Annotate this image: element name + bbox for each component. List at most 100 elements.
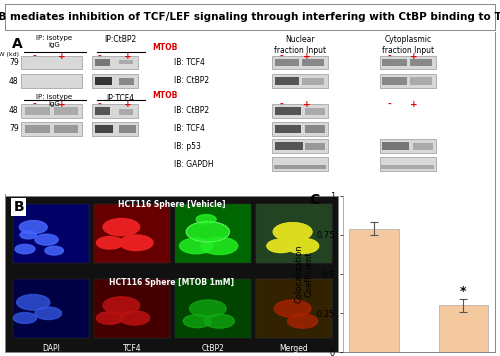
FancyBboxPatch shape: [306, 125, 325, 133]
Text: MW (kd): MW (kd): [0, 52, 18, 57]
Text: -: -: [280, 100, 283, 109]
Text: HCT116 Sphere [MTOB 1mM]: HCT116 Sphere [MTOB 1mM]: [109, 278, 234, 287]
Text: -: -: [98, 52, 102, 61]
Text: B: B: [14, 200, 24, 214]
FancyBboxPatch shape: [92, 56, 138, 69]
FancyBboxPatch shape: [380, 74, 436, 88]
Text: +: +: [124, 100, 132, 109]
Circle shape: [267, 239, 295, 252]
Circle shape: [201, 237, 238, 255]
Text: +: +: [410, 100, 418, 109]
FancyBboxPatch shape: [175, 279, 250, 338]
FancyBboxPatch shape: [302, 78, 324, 85]
Text: -: -: [32, 52, 36, 61]
Circle shape: [196, 215, 216, 224]
FancyBboxPatch shape: [272, 122, 328, 136]
Text: -: -: [388, 52, 392, 61]
FancyBboxPatch shape: [21, 74, 82, 88]
Text: IB: GAPDH: IB: GAPDH: [174, 159, 214, 168]
FancyBboxPatch shape: [410, 77, 432, 85]
FancyBboxPatch shape: [274, 142, 303, 150]
Text: 79: 79: [9, 58, 18, 67]
FancyBboxPatch shape: [118, 109, 134, 115]
FancyBboxPatch shape: [272, 56, 328, 69]
FancyBboxPatch shape: [382, 77, 407, 85]
Circle shape: [16, 294, 50, 310]
FancyBboxPatch shape: [92, 74, 138, 88]
FancyBboxPatch shape: [380, 56, 436, 69]
Circle shape: [96, 312, 123, 324]
FancyBboxPatch shape: [54, 125, 78, 133]
FancyBboxPatch shape: [118, 125, 136, 133]
FancyBboxPatch shape: [175, 204, 250, 263]
FancyBboxPatch shape: [21, 104, 82, 118]
FancyBboxPatch shape: [274, 165, 326, 169]
Circle shape: [14, 313, 36, 324]
Text: Nuclear
fraction Input: Nuclear fraction Input: [274, 35, 326, 55]
Text: IB: CtBP2: IB: CtBP2: [174, 106, 209, 115]
Text: IB: p53: IB: p53: [174, 142, 201, 151]
FancyBboxPatch shape: [94, 204, 170, 263]
Text: *: *: [460, 284, 466, 298]
Text: +: +: [302, 100, 310, 109]
Text: TCF4: TCF4: [122, 344, 142, 353]
Y-axis label: Colocalization
Coefficient: Colocalization Coefficient: [294, 245, 314, 303]
FancyBboxPatch shape: [274, 59, 299, 66]
Circle shape: [288, 314, 318, 328]
FancyBboxPatch shape: [14, 279, 89, 338]
Text: -: -: [98, 100, 102, 109]
Text: IP: isotype
IgG: IP: isotype IgG: [36, 94, 72, 108]
FancyBboxPatch shape: [274, 125, 301, 133]
Circle shape: [35, 307, 62, 320]
FancyBboxPatch shape: [382, 142, 409, 150]
FancyBboxPatch shape: [256, 204, 332, 263]
Circle shape: [204, 314, 234, 328]
Text: IP:TCF4: IP:TCF4: [106, 94, 134, 103]
Text: IP:CtBP2: IP:CtBP2: [104, 35, 136, 44]
Text: MTOB: MTOB: [152, 43, 178, 52]
FancyBboxPatch shape: [410, 59, 432, 66]
Text: Cytoplasmic
fraction Input: Cytoplasmic fraction Input: [382, 35, 434, 55]
Bar: [350, 229, 399, 352]
FancyBboxPatch shape: [21, 56, 82, 69]
FancyBboxPatch shape: [382, 165, 434, 169]
Circle shape: [274, 223, 312, 241]
Text: Merged: Merged: [279, 344, 308, 353]
FancyBboxPatch shape: [256, 279, 332, 338]
FancyBboxPatch shape: [302, 59, 324, 66]
Text: -: -: [388, 100, 392, 109]
FancyBboxPatch shape: [94, 108, 110, 115]
Text: CtBP2: CtBP2: [202, 344, 224, 353]
Bar: [439, 305, 488, 352]
FancyBboxPatch shape: [94, 77, 112, 85]
Circle shape: [120, 235, 153, 251]
FancyBboxPatch shape: [272, 74, 328, 88]
FancyBboxPatch shape: [54, 108, 78, 115]
Text: 79: 79: [9, 124, 18, 133]
FancyBboxPatch shape: [382, 59, 407, 66]
Circle shape: [190, 300, 226, 317]
Text: C: C: [309, 193, 319, 207]
FancyBboxPatch shape: [306, 143, 325, 150]
Text: DAPI: DAPI: [42, 344, 60, 353]
Text: MTOB: MTOB: [152, 91, 178, 100]
Circle shape: [286, 239, 318, 253]
Circle shape: [103, 297, 140, 314]
Text: +: +: [302, 52, 310, 61]
Text: A: A: [12, 37, 23, 51]
FancyBboxPatch shape: [272, 139, 328, 153]
Circle shape: [35, 234, 58, 245]
FancyBboxPatch shape: [92, 104, 138, 118]
Text: IB: TCF4: IB: TCF4: [174, 124, 205, 133]
FancyBboxPatch shape: [24, 108, 50, 115]
FancyBboxPatch shape: [256, 204, 332, 263]
Circle shape: [120, 311, 150, 325]
Circle shape: [183, 315, 211, 328]
FancyBboxPatch shape: [380, 139, 436, 153]
Text: -: -: [280, 52, 283, 61]
FancyBboxPatch shape: [94, 59, 110, 66]
FancyBboxPatch shape: [94, 279, 170, 338]
Text: IP: isotype
IgG: IP: isotype IgG: [36, 35, 72, 48]
Circle shape: [20, 221, 47, 234]
FancyBboxPatch shape: [24, 125, 50, 133]
